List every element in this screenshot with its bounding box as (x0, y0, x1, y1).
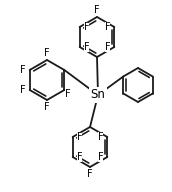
Text: F: F (77, 132, 83, 142)
Text: F: F (87, 169, 93, 179)
Text: F: F (65, 89, 71, 98)
Text: F: F (44, 102, 50, 112)
Text: F: F (105, 42, 110, 52)
Text: F: F (20, 65, 25, 75)
Text: F: F (105, 22, 110, 32)
Text: F: F (84, 22, 89, 32)
Text: F: F (98, 132, 103, 142)
Text: Sn: Sn (91, 89, 105, 102)
Text: F: F (94, 5, 100, 15)
Text: F: F (77, 152, 83, 162)
Text: F: F (98, 152, 103, 162)
Text: F: F (84, 42, 89, 52)
Text: F: F (44, 48, 50, 58)
Text: F: F (20, 85, 25, 95)
